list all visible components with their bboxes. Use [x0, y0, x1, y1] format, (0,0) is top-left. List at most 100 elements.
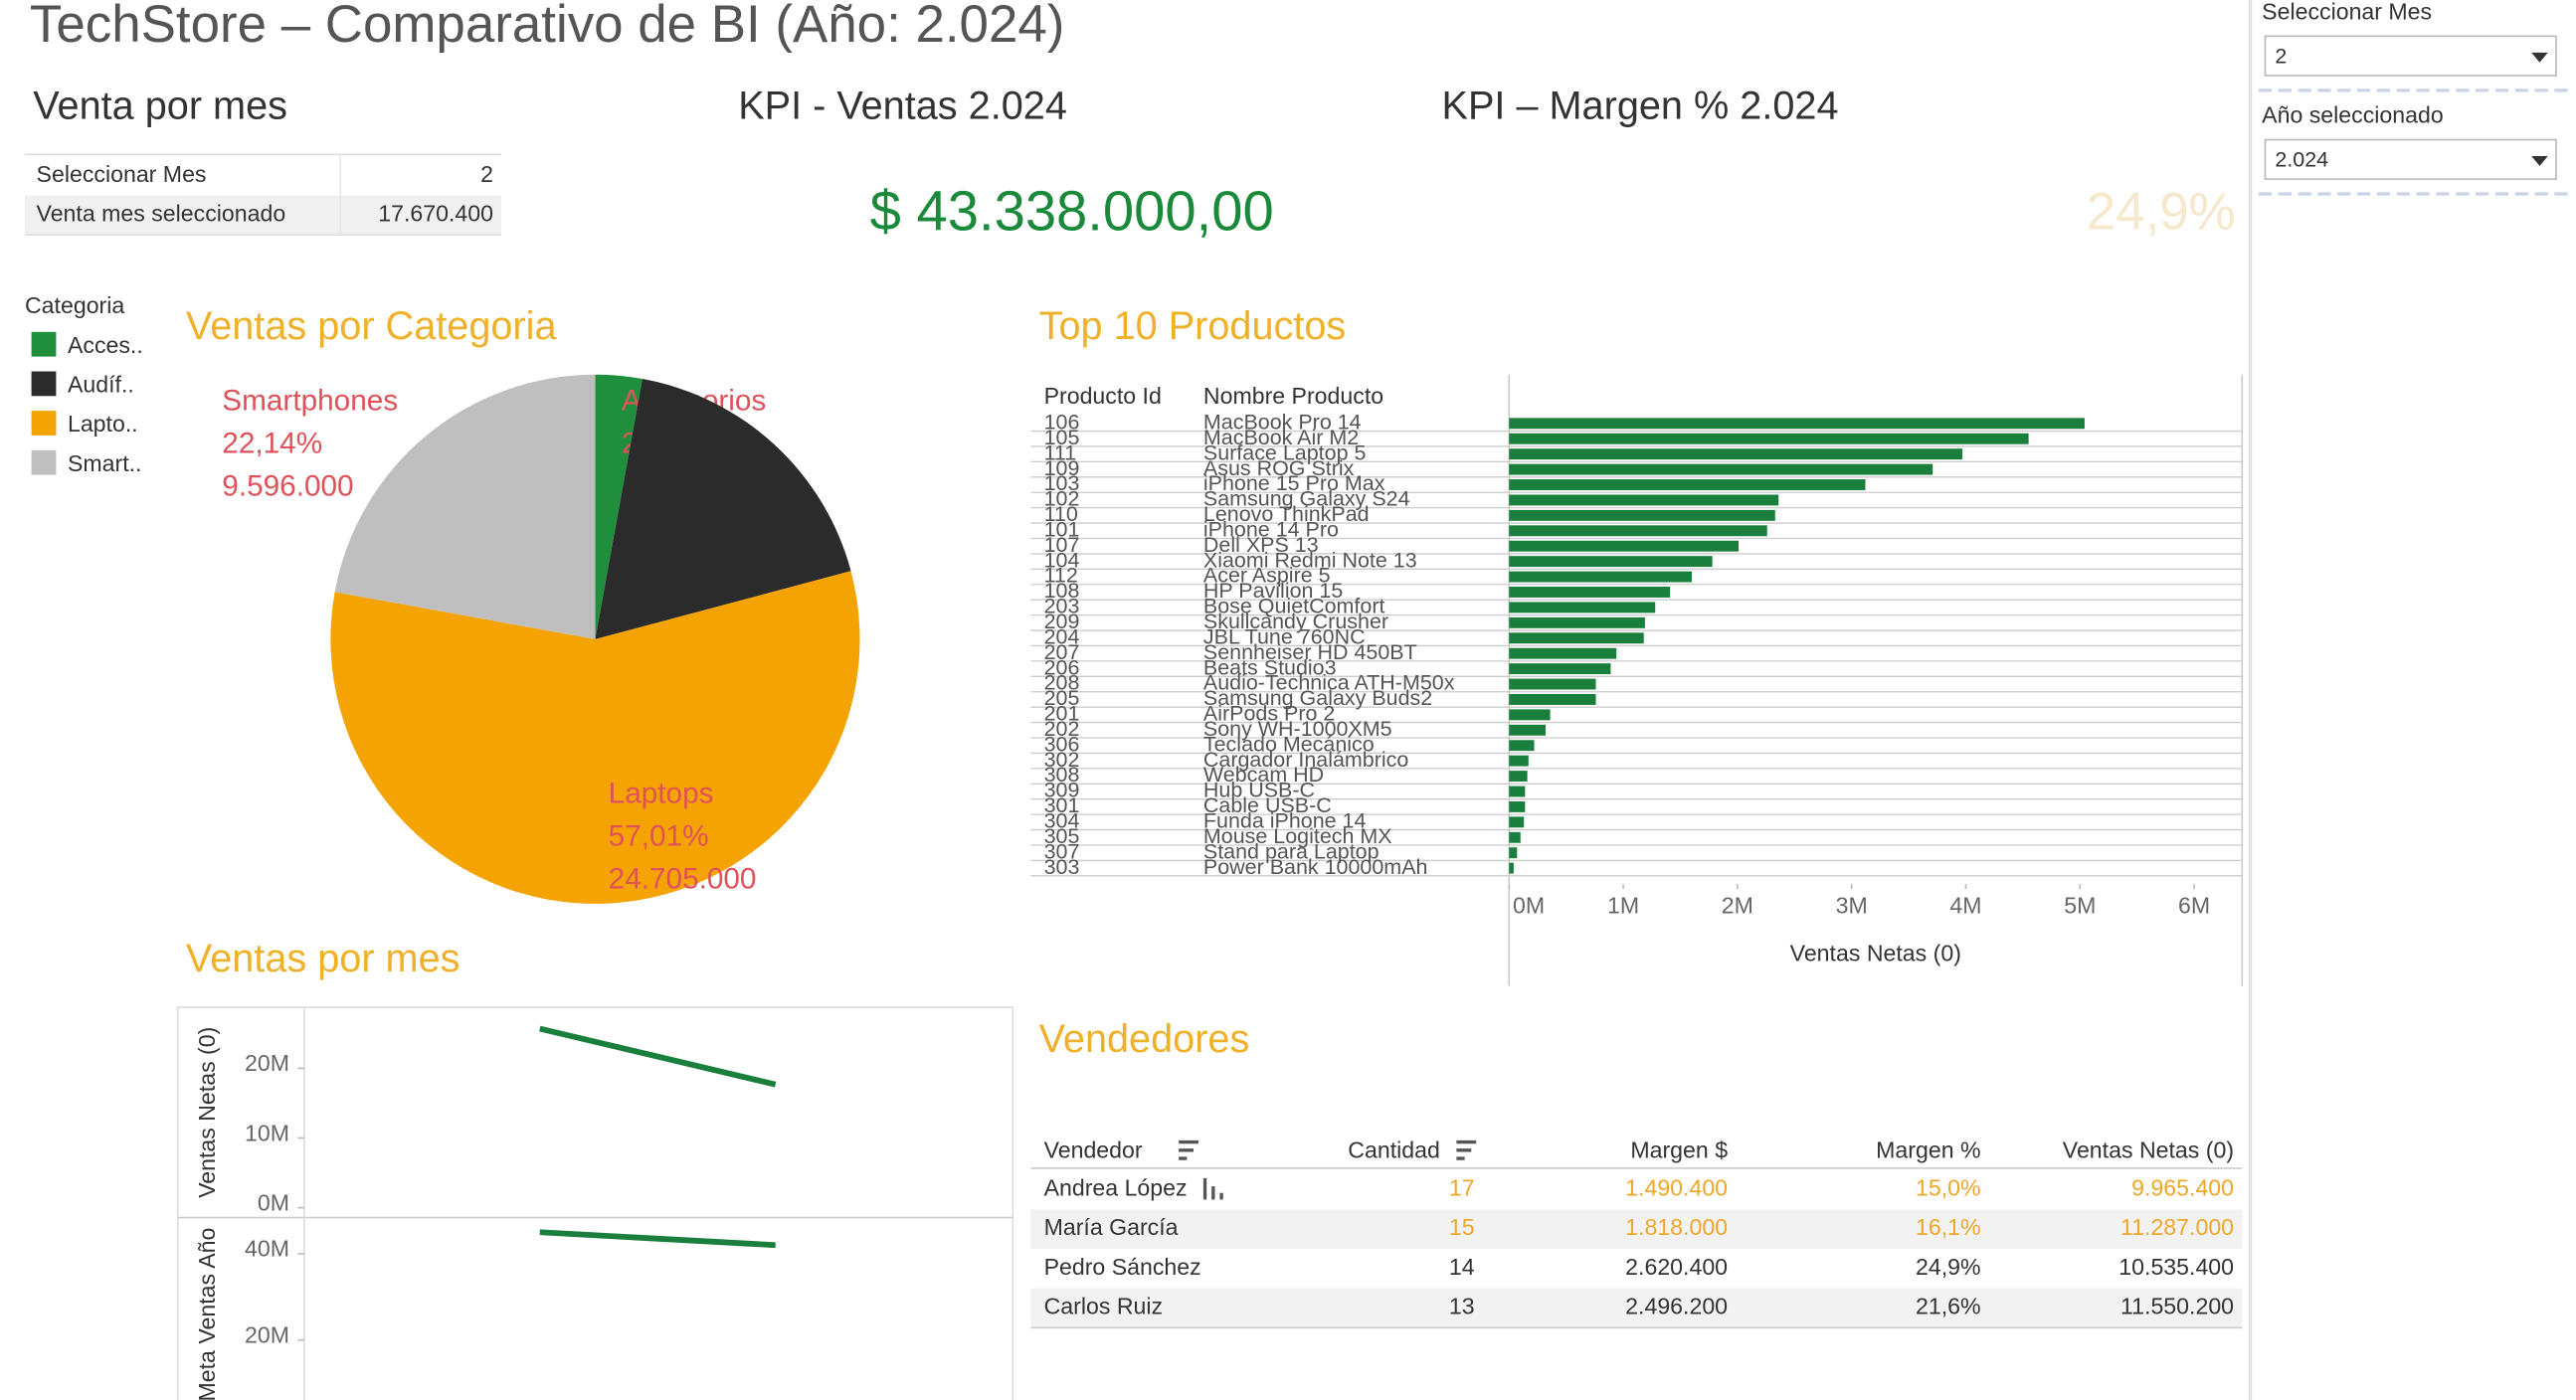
- bar: [1509, 693, 1596, 705]
- column-header: Margen $: [1630, 1138, 1728, 1163]
- product-id: 103: [1044, 471, 1080, 495]
- table-cell: 1.818.000: [1625, 1214, 1728, 1240]
- product-id: 302: [1044, 748, 1080, 772]
- product-id: 202: [1044, 717, 1080, 741]
- sort-icon[interactable]: [1179, 1139, 1198, 1160]
- y-tick-label: 10M: [245, 1120, 289, 1145]
- product-name: Audio-Technica ATH-M50x: [1203, 671, 1455, 695]
- pie-slice: [330, 571, 860, 904]
- bar: [1509, 479, 1866, 490]
- product-name: MacBook Air M2: [1203, 426, 1359, 449]
- bar: [1509, 663, 1611, 675]
- sort-icon[interactable]: [1456, 1139, 1477, 1160]
- table-cell: 21,6%: [1916, 1294, 1981, 1319]
- kpi-value: 24,9%: [2087, 182, 2236, 241]
- product-name: Samsung Galaxy S24: [1203, 487, 1410, 511]
- table-cell: 2: [480, 161, 493, 187]
- slice-label: Laptops: [609, 778, 714, 810]
- product-name: Beats Studio3: [1203, 655, 1337, 679]
- bar: [1509, 494, 1779, 506]
- bar: [1509, 632, 1644, 644]
- table-cell: Pedro Sánchez: [1044, 1254, 1201, 1280]
- table-cell: Andrea López: [1044, 1175, 1188, 1201]
- dropdown[interactable]: [2264, 35, 2557, 77]
- table-cell: 17: [1449, 1175, 1475, 1201]
- product-name: Bose QuietComfort: [1203, 595, 1385, 618]
- product-name: Skullcandy Crusher: [1203, 610, 1388, 633]
- product-name: Power Bank 10000mAh: [1203, 855, 1428, 879]
- product-id: 102: [1044, 487, 1080, 511]
- product-id: 308: [1044, 763, 1080, 787]
- product-id: 208: [1044, 671, 1080, 695]
- section-title: Vendedores: [1039, 1017, 1250, 1061]
- pie-slice: [595, 374, 643, 639]
- dropdown[interactable]: [2264, 138, 2557, 180]
- section-title: Ventas por Categoria: [186, 304, 558, 348]
- slice-value: 24.705.000: [609, 863, 757, 896]
- bar: [1509, 678, 1596, 690]
- bar: [1509, 616, 1645, 628]
- product-id: 206: [1044, 655, 1080, 679]
- table-cell: 9.965.400: [2131, 1175, 2234, 1201]
- product-id: 104: [1044, 548, 1080, 572]
- column-header: Margen %: [1876, 1138, 1980, 1163]
- legend-swatch: [31, 371, 57, 397]
- dropdown-value[interactable]: 2: [2275, 45, 2287, 69]
- product-name: Samsung Galaxy Buds2: [1203, 686, 1432, 710]
- bar-icon: [1202, 1177, 1223, 1200]
- pie-slice: [595, 379, 851, 639]
- dropdown-value[interactable]: 2.024: [2275, 148, 2328, 172]
- product-id: 207: [1044, 640, 1080, 664]
- table-cell: 2.496.200: [1625, 1294, 1728, 1319]
- product-name: Surface Laptop 5: [1203, 440, 1367, 464]
- row-bg: [1030, 1288, 2243, 1328]
- x-tick-label: 0M: [1513, 892, 1545, 918]
- product-name: Xiaomi Redmi Note 13: [1203, 548, 1417, 572]
- column-header: Nombre Producto: [1203, 383, 1383, 409]
- product-name: Teclado Mecánico: [1203, 732, 1375, 756]
- x-tick-label: 6M: [2178, 892, 2210, 918]
- table-cell: 16,1%: [1916, 1214, 1981, 1240]
- legend-label: Lapto..: [68, 411, 138, 437]
- x-tick-label: 5M: [2064, 892, 2096, 918]
- bar: [1509, 556, 1713, 568]
- bar: [1509, 862, 1514, 874]
- table-cell: Venta mes seleccionado: [37, 201, 286, 227]
- product-id: 107: [1044, 533, 1080, 557]
- product-id: 108: [1044, 579, 1080, 603]
- kpi-title: KPI - Ventas 2.024: [738, 85, 1067, 128]
- table-cell: 17.670.400: [378, 201, 493, 227]
- section-title: Top 10 Productos: [1039, 304, 1347, 348]
- product-id: 111: [1044, 440, 1077, 464]
- y-axis-label: Meta Ventas Año: [194, 1228, 220, 1400]
- legend-label: Acces..: [68, 332, 143, 358]
- product-id: 306: [1044, 732, 1080, 756]
- pane-border: [176, 1006, 1014, 1400]
- x-tick-label: 2M: [1722, 892, 1753, 918]
- y-tick-label: 20M: [245, 1321, 289, 1347]
- product-id: 305: [1044, 824, 1080, 848]
- bar: [1509, 433, 2029, 444]
- table-cell: 24,9%: [1916, 1254, 1981, 1280]
- product-name: Mouse Logitech MX: [1203, 824, 1392, 848]
- product-id: 101: [1044, 517, 1080, 541]
- table-cell: 15,0%: [1916, 1175, 1981, 1201]
- y-tick-label: 0M: [258, 1189, 289, 1215]
- kpi-title: KPI – Margen % 2.024: [1442, 85, 1839, 128]
- bar: [1509, 602, 1656, 613]
- product-name: Webcam HD: [1203, 763, 1324, 787]
- bar: [1509, 847, 1518, 859]
- product-name: iPhone 15 Pro Max: [1203, 471, 1385, 495]
- legend-swatch: [31, 331, 57, 357]
- product-name: Stand para Laptop: [1203, 839, 1380, 863]
- filter-label: Seleccionar Mes: [2262, 0, 2432, 24]
- row-bg: [1030, 1209, 2243, 1249]
- pie-slice: [334, 374, 596, 639]
- bar: [1509, 740, 1535, 752]
- row-bg: [24, 195, 502, 236]
- x-tick-label: 4M: [1949, 892, 1981, 918]
- bar: [1509, 540, 1740, 552]
- line-series: [539, 1229, 776, 1249]
